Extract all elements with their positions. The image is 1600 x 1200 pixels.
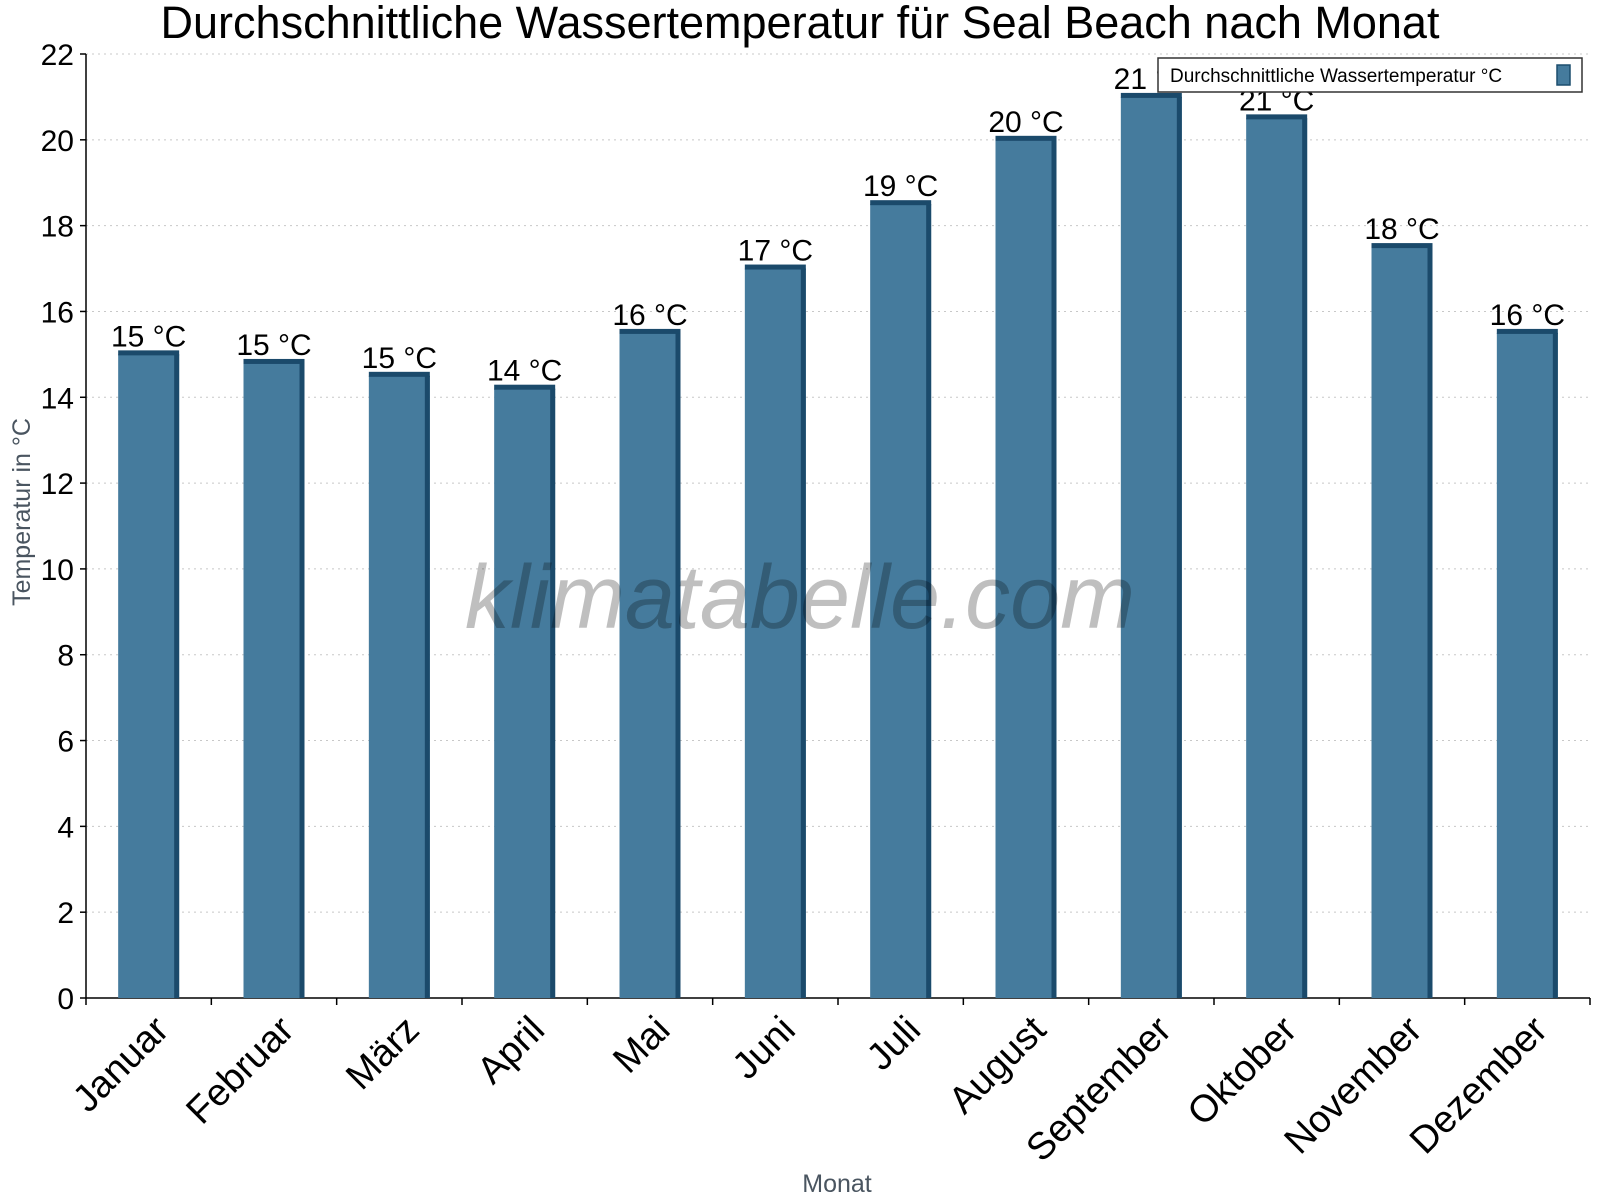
- bar-side: [174, 354, 180, 998]
- bar: [870, 200, 932, 998]
- x-tick-label: Februar: [179, 1008, 303, 1132]
- x-tick-label: Dezember: [1402, 1008, 1556, 1162]
- x-axis-label: Monat: [802, 1170, 872, 1198]
- y-axis-label: Temperatur in °C: [8, 418, 36, 606]
- bar-face: [744, 268, 806, 999]
- x-tick-label: Mai: [605, 1009, 678, 1082]
- bar: [243, 358, 305, 999]
- bar-top: [619, 328, 681, 334]
- bar-top: [118, 350, 180, 356]
- bar-top: [243, 358, 305, 364]
- bar-side: [550, 388, 556, 998]
- y-tick-label: 0: [57, 983, 74, 1016]
- data-label: 14 °C: [487, 355, 562, 388]
- bar-top: [1120, 92, 1182, 98]
- bar-side: [926, 204, 932, 998]
- legend-swatch: [1556, 64, 1571, 86]
- bar-top: [494, 384, 556, 390]
- bar: [368, 371, 430, 998]
- bar-face: [1120, 96, 1182, 999]
- bar-face: [619, 332, 681, 999]
- bar-top: [870, 200, 932, 206]
- data-label: 15 °C: [362, 342, 437, 375]
- data-label: 16 °C: [612, 299, 687, 332]
- x-tick-label: März: [338, 1009, 427, 1098]
- y-tick-label: 2: [57, 897, 74, 930]
- bar-top: [368, 371, 430, 377]
- bar-side: [1302, 118, 1308, 998]
- bar-side: [299, 362, 305, 999]
- x-tick-label: Januar: [65, 1008, 177, 1120]
- bar: [1371, 243, 1433, 998]
- data-label: 15 °C: [236, 329, 311, 362]
- y-tick-label: 18: [41, 211, 74, 244]
- bar-side: [675, 332, 681, 999]
- legend-box: [1157, 57, 1583, 93]
- bar-face: [1371, 247, 1433, 998]
- bar-top: [1496, 328, 1558, 334]
- y-tick-label: 8: [57, 640, 74, 673]
- bar-top: [744, 264, 806, 270]
- data-label: 16 °C: [1490, 299, 1565, 332]
- data-label: 20 °C: [988, 106, 1063, 139]
- bar-face: [494, 388, 556, 998]
- bar-side: [1552, 332, 1558, 999]
- bar: [118, 350, 180, 998]
- x-tick-label: Juli: [859, 1009, 929, 1079]
- legend: Durchschnittliche Wassertemperatur °C: [1157, 57, 1583, 93]
- bar-side: [1427, 247, 1433, 998]
- bar-side: [1176, 96, 1182, 999]
- data-label: 19 °C: [863, 170, 938, 203]
- x-tick-label: Oktober: [1180, 1008, 1306, 1134]
- data-label: 18 °C: [1364, 213, 1439, 246]
- legend-label: Durchschnittliche Wassertemperatur °C: [1170, 66, 1502, 87]
- bar-face: [870, 204, 932, 998]
- bar: [1496, 328, 1558, 999]
- bar: [744, 264, 806, 999]
- bar-face: [118, 354, 180, 998]
- bar-face: [1246, 118, 1308, 998]
- bar: [995, 135, 1057, 998]
- bar-face: [368, 375, 430, 998]
- x-tick-label: August: [941, 1008, 1055, 1122]
- chart-title: Durchschnittliche Wassertemperatur für S…: [161, 0, 1440, 48]
- bar: [1246, 114, 1308, 998]
- y-tick-label: 22: [41, 39, 74, 72]
- bar-side: [800, 268, 806, 999]
- bar-top: [995, 135, 1057, 141]
- y-tick-label: 12: [41, 468, 74, 501]
- bar-face: [1496, 332, 1558, 999]
- x-tick-label: Juni: [725, 1009, 804, 1088]
- bar-side: [1051, 139, 1057, 998]
- x-tick-label: April: [470, 1009, 553, 1092]
- data-label: 17 °C: [738, 235, 813, 268]
- bar: [619, 328, 681, 999]
- y-tick-label: 6: [57, 726, 74, 759]
- bar: [1120, 92, 1182, 999]
- y-tick-label: 20: [41, 125, 74, 158]
- bar: [494, 384, 556, 998]
- bar-face: [243, 362, 305, 999]
- bar-face: [995, 139, 1057, 998]
- data-label: 15 °C: [111, 320, 186, 353]
- y-tick-label: 14: [41, 382, 74, 415]
- y-tick-label: 16: [41, 296, 74, 329]
- y-tick-label: 4: [57, 811, 74, 844]
- watermark: klimatabelle.com: [465, 548, 1135, 648]
- bars: [118, 92, 1558, 999]
- grid-lines: [86, 53, 1590, 913]
- bar-top: [1246, 114, 1308, 120]
- y-tick-label: 10: [41, 554, 74, 587]
- bar-side: [424, 375, 430, 998]
- bar-top: [1371, 243, 1433, 249]
